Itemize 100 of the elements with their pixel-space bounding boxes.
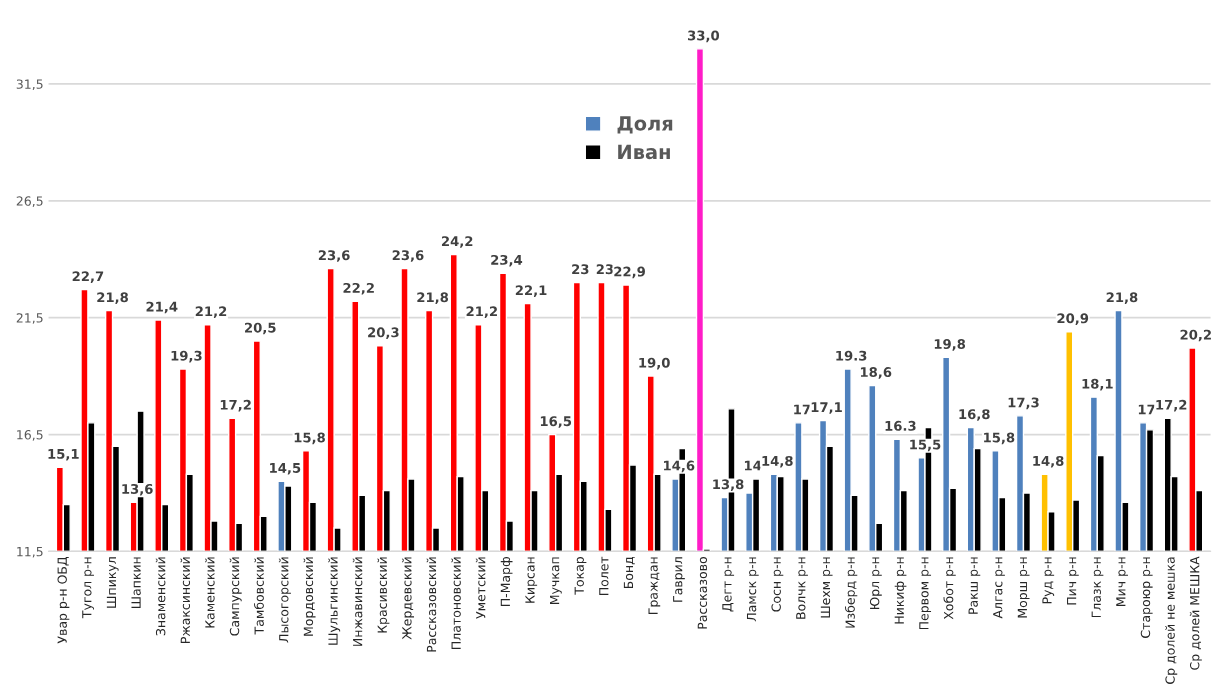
- data-label: 19,3: [171, 350, 202, 363]
- x-tick-label: Мучкап: [550, 557, 562, 605]
- data-label: 14,6: [664, 460, 695, 473]
- data-label: 21,8: [97, 292, 128, 304]
- x-tick-label: Красивский: [377, 557, 390, 633]
- y-tick-label: 31,5: [16, 79, 43, 91]
- x-tick-label: Лысогорский: [278, 557, 291, 643]
- x-tick-label: Уметский: [475, 557, 486, 619]
- data-label: 14: [744, 460, 762, 471]
- data-label: 33,0: [688, 30, 720, 43]
- x-tick-label: Полет: [599, 556, 609, 596]
- x-tick-label: Жердевский: [401, 557, 415, 640]
- data-label: 13,8: [713, 479, 744, 491]
- data-label: 21,4: [146, 301, 178, 314]
- x-tick-label: Каменский: [205, 557, 215, 628]
- data-label: 16,8: [959, 409, 990, 421]
- data-label: 14,8: [762, 455, 793, 468]
- data-label: 18,1: [1082, 378, 1113, 391]
- data-label: 20,3: [368, 327, 399, 340]
- x-tick-label: П-Марф: [500, 556, 513, 607]
- data-label: 18,6: [860, 367, 892, 379]
- legend-label: Иван: [618, 144, 670, 160]
- x-tick-label: Бонд: [623, 556, 635, 589]
- data-label: 14,8: [1033, 455, 1064, 468]
- data-label: 15,8: [984, 432, 1015, 445]
- x-tick-label: Сосн р-н: [771, 557, 784, 612]
- data-label: 17: [794, 404, 811, 415]
- x-tick-label: Шульгинский: [328, 557, 341, 645]
- x-tick-label: Волчк р-н: [796, 557, 808, 619]
- x-tick-label: Глазк р-н: [1091, 557, 1104, 618]
- x-tick-label: Мич р-н: [1116, 557, 1128, 606]
- y-tick-label: 16,5: [17, 430, 43, 441]
- x-tick-label: Никиф р-н: [894, 557, 907, 624]
- data-label: 19,0: [639, 357, 670, 370]
- data-label: 17,3: [1008, 397, 1039, 410]
- data-label: 13,6: [122, 483, 153, 496]
- x-tick-label: Дегт р-н: [722, 557, 735, 612]
- x-tick-label: Алгас р-н: [993, 557, 1005, 619]
- data-label: 22,2: [343, 282, 374, 295]
- x-tick-label: Изберд р-н: [844, 557, 858, 628]
- x-tick-label: Руд р-н: [1042, 557, 1055, 604]
- x-tick-label: Сампурский: [229, 557, 242, 636]
- data-label: 19.3: [836, 350, 867, 361]
- data-label: 23,6: [318, 250, 350, 262]
- x-tick-label: Мордовский: [303, 557, 316, 636]
- data-label: 19,8: [934, 339, 966, 351]
- x-tick-label: Ср долей не мешка: [1165, 557, 1178, 684]
- data-label: 24,2: [441, 236, 473, 248]
- data-label: 17,1: [811, 402, 842, 414]
- data-label: 15,1: [48, 449, 79, 461]
- x-tick-label: Шпикул: [106, 557, 119, 608]
- x-tick-label: Ржаксинский: [180, 557, 191, 643]
- data-label: 20,2: [1180, 329, 1211, 342]
- x-tick-label: Рассказово: [697, 556, 708, 629]
- data-label: 22,1: [515, 285, 547, 297]
- y-tick-label: 11,5: [17, 547, 43, 558]
- x-tick-label: Хобот р-н: [943, 557, 956, 620]
- data-label: 21,8: [1106, 292, 1138, 304]
- data-label: 21,2: [466, 306, 497, 318]
- data-label: 17,2: [220, 399, 251, 412]
- x-tick-label: Морш р-н: [1017, 557, 1030, 618]
- data-label: 23: [572, 264, 589, 275]
- x-tick-label: Ракш р-н: [968, 557, 981, 614]
- x-tick-label: Первом р-н: [919, 557, 932, 630]
- data-label: 14,5: [270, 463, 301, 475]
- x-tick-label: Увар р-н ОБД: [57, 556, 70, 644]
- x-tick-label: Ср долей МЕШКА: [1189, 556, 1202, 670]
- x-tick-label: Токар: [574, 556, 587, 595]
- legend-label: Доля: [617, 116, 673, 134]
- data-label: 23,6: [392, 250, 424, 262]
- data-label: 17,2: [1156, 399, 1187, 412]
- data-label: 15,8: [294, 432, 325, 445]
- x-tick-label: Граждан: [648, 557, 661, 615]
- data-label: 22,9: [614, 266, 645, 279]
- x-tick-label: Рассказовский: [426, 557, 437, 652]
- x-tick-label: Гаврил: [673, 557, 685, 602]
- y-tick-label: 26,5: [16, 196, 43, 207]
- x-tick-label: Тамбовский: [253, 557, 264, 635]
- data-label: 23: [596, 264, 614, 275]
- data-label: 20,5: [245, 322, 276, 335]
- x-tick-label: Тугол р-н: [82, 557, 94, 619]
- data-label: 21,8: [417, 292, 449, 304]
- data-label: 16.3: [885, 420, 916, 431]
- x-tick-label: Шехм р-н: [820, 557, 833, 618]
- data-label: 21,2: [195, 306, 227, 318]
- data-label: 16,5: [540, 416, 572, 428]
- x-tick-label: Кирсан: [525, 557, 538, 603]
- y-tick-label: 21,5: [16, 313, 43, 324]
- data-label: 22,7: [72, 271, 104, 283]
- data-label: 15,5: [910, 439, 941, 452]
- data-label: 23,4: [491, 254, 523, 267]
- x-tick-label: Инжавинский: [352, 557, 363, 646]
- x-tick-label: Староюр р-н: [1140, 557, 1153, 638]
- x-tick-label: Ламск р-н: [746, 557, 759, 622]
- data-label: 17: [1138, 404, 1155, 415]
- data-label: 20,9: [1057, 313, 1089, 325]
- x-tick-label: Знаменский: [155, 557, 166, 636]
- x-tick-label: Пич р-н: [1067, 557, 1079, 605]
- x-tick-label: Шапкин: [131, 557, 141, 609]
- x-tick-label: Платоновский: [451, 557, 461, 649]
